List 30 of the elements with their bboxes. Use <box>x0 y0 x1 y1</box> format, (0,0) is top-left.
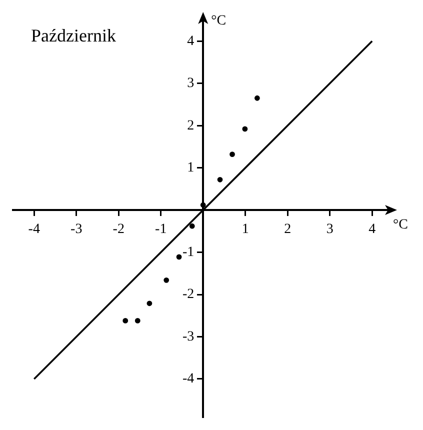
y-tick-label: -4 <box>182 372 194 387</box>
x-tick-label: -2 <box>112 222 124 238</box>
y-tick-label: 1 <box>187 160 194 176</box>
x-tick-label: -1 <box>155 222 167 238</box>
y-tick-label: -2 <box>182 287 194 302</box>
point <box>134 318 140 324</box>
x-tick-label: 2 <box>284 222 292 238</box>
y-tick-label: 2 <box>187 118 194 134</box>
point <box>164 277 170 283</box>
y-tick-label: -1 <box>182 244 194 260</box>
x-tick-label: 1 <box>242 222 249 238</box>
point <box>242 126 248 132</box>
y-axis-title: °C <box>211 14 226 29</box>
x-axis-title: °C <box>393 218 408 233</box>
x-tick-label: -3 <box>70 222 82 238</box>
point <box>146 300 152 306</box>
x-tick-label: 3 <box>326 222 334 238</box>
point <box>217 176 223 182</box>
point <box>122 318 128 324</box>
point <box>230 152 235 158</box>
y-tick-label: -3 <box>182 329 194 344</box>
point <box>200 202 206 208</box>
point <box>189 223 195 229</box>
y-tick-label: 3 <box>187 76 194 92</box>
y-tick-label: 4 <box>187 34 194 49</box>
point <box>254 95 260 101</box>
x-tick-label: 4 <box>368 222 376 238</box>
x-tick-label: -4 <box>28 222 40 238</box>
point <box>176 254 182 260</box>
chart-title: Październik <box>31 26 116 46</box>
